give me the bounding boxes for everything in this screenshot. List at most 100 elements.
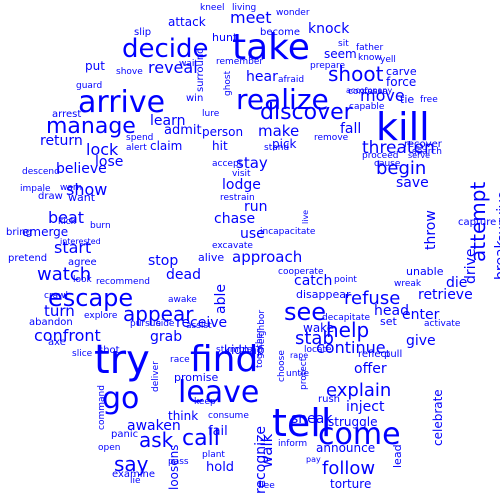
cloud-word: help — [326, 318, 370, 342]
cloud-word: promise — [174, 371, 219, 384]
cloud-word: meet — [230, 8, 272, 27]
cloud-word: return — [40, 133, 83, 149]
cloud-word: fail — [208, 424, 228, 439]
cloud-word: loosens — [167, 444, 181, 490]
cloud-word: father — [356, 43, 384, 53]
cloud-word: open — [98, 443, 121, 453]
cloud-word: lure — [202, 109, 220, 119]
cloud-word: claim — [150, 139, 183, 153]
cloud-word: follow — [322, 458, 376, 479]
cloud-word: locate — [304, 345, 332, 355]
cloud-word: discover — [260, 100, 353, 125]
cloud-word: hit — [212, 139, 228, 153]
cloud-word: living — [232, 3, 257, 13]
cloud-word: admit — [164, 123, 202, 138]
cloud-word: warn — [60, 183, 83, 193]
cloud-word: learn — [150, 113, 186, 129]
cloud-word: shoot — [328, 62, 384, 86]
cloud-word: pursue — [130, 319, 162, 329]
cloud-word: drive — [463, 248, 479, 284]
cloud-word: flee — [258, 481, 275, 491]
cloud-word: refuse — [344, 288, 401, 309]
cloud-word: remove — [314, 133, 349, 143]
cloud-word: run — [244, 199, 268, 215]
cloud-word: move — [360, 86, 405, 105]
cloud-word: wake — [303, 321, 335, 335]
cloud-word: accompany — [346, 86, 393, 95]
cloud-word: hunt — [212, 31, 238, 44]
cloud-word: slice — [72, 349, 93, 359]
cloud-word: pass — [168, 457, 189, 467]
cloud-word: go — [102, 381, 140, 416]
cloud-word: surround — [195, 47, 206, 92]
cloud-word: stop — [148, 253, 179, 269]
cloud-word: ask — [139, 428, 174, 452]
cloud-word: axe — [48, 337, 66, 348]
cloud-word: search — [412, 147, 442, 157]
cloud-word: unable — [406, 265, 444, 278]
cloud-word: slip — [134, 27, 152, 38]
cloud-word: shot — [98, 345, 120, 356]
cloud-word: lie — [130, 476, 141, 486]
cloud-word: retrieve — [418, 287, 473, 303]
cloud-word: put — [85, 59, 105, 73]
cloud-word: approach — [232, 248, 303, 266]
cloud-word: activate — [424, 319, 461, 329]
cloud-word: explore — [84, 311, 118, 321]
cloud-word: restrain — [220, 193, 255, 203]
cloud-word: pick — [272, 137, 297, 151]
cloud-word: lead — [391, 444, 404, 468]
cloud-word: side — [156, 319, 175, 329]
cloud-word: become — [260, 27, 301, 38]
cloud-word: rape — [290, 351, 309, 360]
cloud-word: arrive — [78, 85, 166, 120]
cloud-word: disappear — [296, 288, 351, 301]
cloud-word: examine — [112, 469, 156, 480]
cloud-word: choose — [277, 350, 287, 382]
cloud-word: struggle — [328, 415, 378, 429]
cloud-word: abandon — [29, 317, 73, 328]
cloud-word: inject — [346, 399, 385, 415]
cloud-word: set — [380, 315, 397, 328]
cloud-word: capable — [349, 102, 385, 112]
cloud-word: begin — [376, 158, 427, 179]
cloud-word: accept — [212, 159, 243, 169]
cloud-word: recommend — [96, 277, 150, 287]
cloud-word: remember — [216, 57, 264, 67]
cloud-word: reveal — [148, 58, 198, 77]
cloud-word: shove — [116, 67, 143, 77]
cloud-word: announce — [316, 441, 376, 455]
cloud-word: panic — [111, 429, 139, 440]
cloud-word: kill — [376, 105, 430, 149]
cloud-word: turn — [44, 302, 75, 320]
cloud-word: able — [213, 284, 229, 314]
cloud-word: chase — [214, 211, 256, 227]
cloud-word: want — [68, 191, 96, 204]
cloud-word: explain — [326, 380, 392, 401]
cloud-word: offer — [354, 361, 387, 377]
cloud-word: untie — [286, 369, 309, 379]
cloud-word: decapitate — [322, 313, 371, 323]
cloud-word: leave — [178, 375, 260, 410]
cloud-word: afraid — [278, 75, 305, 85]
cloud-word: impale — [20, 184, 51, 194]
cloud-word: continue — [316, 338, 386, 357]
cloud-word: spend — [126, 133, 154, 143]
cloud-word: manage — [46, 114, 136, 139]
cloud-word: descend — [22, 167, 60, 177]
cloud-word: head — [374, 303, 409, 319]
cloud-word: draw — [38, 191, 63, 202]
cloud-word: say — [114, 452, 149, 476]
cloud-word: escape — [48, 284, 134, 312]
cloud-word: try — [94, 337, 150, 383]
cloud-word: win — [186, 93, 204, 104]
cloud-word: beat — [48, 208, 85, 227]
cloud-word: capture — [458, 217, 497, 228]
cloud-word: point — [334, 275, 357, 285]
cloud-word: see — [284, 298, 327, 326]
cloud-word: emerge — [22, 225, 69, 239]
cloud-word: free — [420, 95, 438, 105]
cloud-word: save — [396, 175, 429, 191]
cloud-word: recover — [404, 139, 442, 150]
cloud-word: enter — [402, 307, 440, 323]
